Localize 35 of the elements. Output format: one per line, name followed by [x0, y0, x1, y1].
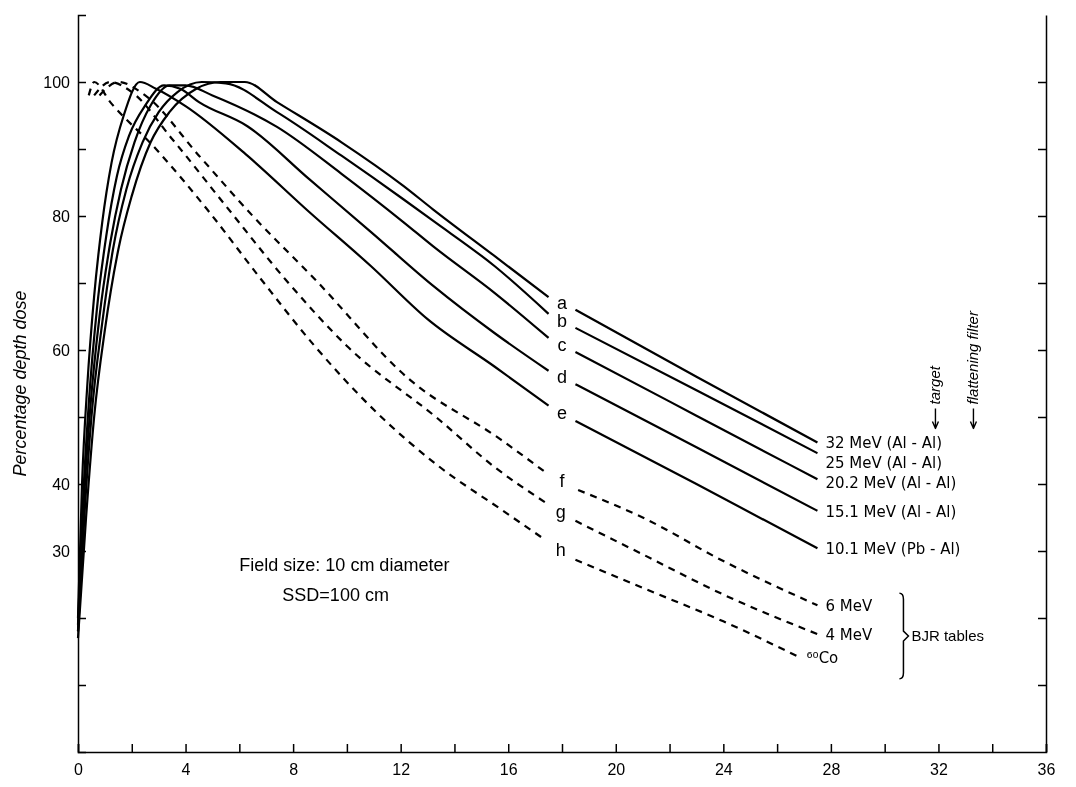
series-label: 25 MeV (Al - Al)	[825, 454, 943, 473]
y-tick-label: 100	[43, 73, 71, 91]
annotation: f	[559, 471, 566, 492]
annotation: h	[555, 539, 566, 560]
x-tick-label: 4	[181, 761, 191, 779]
x-tick-label: 32	[930, 761, 948, 779]
y-tick-label: 40	[52, 475, 71, 493]
x-tick-label: 0	[74, 761, 84, 779]
series-label: 4 MeV	[825, 626, 873, 645]
x-tick-label: 20	[607, 761, 626, 779]
annotation: e	[556, 403, 568, 424]
series-label: 15.1 MeV (Al - Al)	[825, 502, 957, 521]
x-tick-label: 8	[289, 761, 299, 779]
annotation: SSD=100 cm	[282, 585, 389, 606]
annotation: BJR tables	[911, 627, 984, 645]
x-tick-label: 28	[822, 761, 841, 779]
series-label: 20.2 MeV (Al - Al)	[825, 474, 957, 493]
series-label: 6 MeV	[825, 597, 873, 616]
series-label: 10.1 MeV (Pb - Al)	[825, 540, 961, 559]
annotation: target	[926, 365, 944, 405]
annotation: g	[555, 501, 566, 522]
annotation: Field size: 10 cm diameter	[239, 555, 450, 576]
x-tick-label: 24	[714, 761, 733, 779]
annotation: d	[556, 367, 568, 388]
y-tick-label: 30	[52, 542, 71, 560]
y-tick-label: 80	[52, 207, 71, 225]
x-tick-label: 36	[1037, 761, 1056, 779]
x-tick-label: 12	[392, 761, 411, 779]
x-tick-label: 16	[499, 761, 518, 779]
annotation: c	[557, 334, 567, 355]
series-label: ⁶⁰Co	[806, 648, 839, 667]
y-tick-label: 60	[52, 341, 71, 359]
y-axis-title: Percentage depth dose	[10, 290, 30, 477]
annotation: flattening filter	[964, 310, 982, 405]
legend-label: 32 MeV (Al - Al)	[825, 434, 943, 453]
